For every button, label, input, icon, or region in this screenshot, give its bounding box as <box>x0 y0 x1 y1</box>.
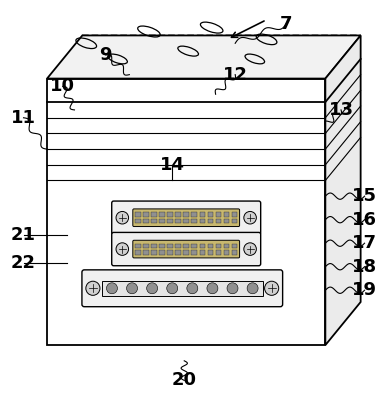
Text: 13: 13 <box>328 101 354 119</box>
Bar <box>160 244 165 248</box>
FancyBboxPatch shape <box>112 233 261 266</box>
Bar <box>151 250 157 255</box>
Text: 18: 18 <box>352 258 377 276</box>
Bar <box>183 244 189 248</box>
Circle shape <box>127 283 138 294</box>
Bar <box>232 212 237 217</box>
Bar <box>135 250 141 255</box>
Bar <box>151 244 157 248</box>
Bar <box>223 212 229 217</box>
Text: 11: 11 <box>11 109 36 127</box>
Circle shape <box>207 283 218 294</box>
Bar <box>216 212 221 217</box>
Bar <box>167 244 173 248</box>
FancyBboxPatch shape <box>82 270 283 307</box>
Bar <box>135 219 141 223</box>
Bar <box>183 212 189 217</box>
Bar <box>207 212 213 217</box>
Bar <box>191 250 197 255</box>
Bar <box>167 250 173 255</box>
Text: 15: 15 <box>352 187 377 205</box>
Bar <box>102 281 263 295</box>
Circle shape <box>187 283 198 294</box>
Bar <box>191 219 197 223</box>
Bar <box>143 244 149 248</box>
Text: 9: 9 <box>100 46 112 64</box>
Circle shape <box>244 243 256 255</box>
Bar <box>232 250 237 255</box>
Bar <box>151 219 157 223</box>
Bar <box>200 212 205 217</box>
Circle shape <box>244 211 256 224</box>
Bar <box>216 219 221 223</box>
Circle shape <box>247 283 258 294</box>
Text: 20: 20 <box>172 371 197 389</box>
Bar <box>176 244 181 248</box>
Bar <box>160 212 165 217</box>
Polygon shape <box>325 35 361 345</box>
Bar <box>200 250 205 255</box>
Text: 21: 21 <box>11 226 36 244</box>
FancyBboxPatch shape <box>133 209 240 226</box>
Bar <box>200 219 205 223</box>
FancyBboxPatch shape <box>133 240 240 258</box>
Bar <box>143 250 149 255</box>
Bar <box>167 219 173 223</box>
Bar <box>183 219 189 223</box>
Circle shape <box>227 283 238 294</box>
Bar <box>207 250 213 255</box>
Text: 22: 22 <box>11 254 36 272</box>
Bar <box>160 250 165 255</box>
FancyBboxPatch shape <box>112 201 261 234</box>
Circle shape <box>107 283 118 294</box>
Bar <box>232 219 237 223</box>
Bar <box>216 244 221 248</box>
Bar <box>191 244 197 248</box>
Text: 10: 10 <box>50 78 75 95</box>
Bar <box>191 212 197 217</box>
Text: 16: 16 <box>352 211 377 228</box>
Bar <box>176 250 181 255</box>
Polygon shape <box>47 79 325 345</box>
Text: 7: 7 <box>280 15 292 33</box>
Circle shape <box>147 283 158 294</box>
Polygon shape <box>47 35 361 79</box>
Bar <box>183 250 189 255</box>
Text: 12: 12 <box>223 66 248 84</box>
Bar <box>160 219 165 223</box>
Circle shape <box>116 211 129 224</box>
Bar <box>216 250 221 255</box>
Bar <box>135 244 141 248</box>
Circle shape <box>167 283 178 294</box>
Text: 17: 17 <box>352 234 377 252</box>
Bar <box>176 212 181 217</box>
Bar <box>143 219 149 223</box>
Bar <box>176 219 181 223</box>
Bar <box>223 250 229 255</box>
Bar <box>207 244 213 248</box>
Bar <box>135 212 141 217</box>
Bar <box>223 244 229 248</box>
Bar <box>207 219 213 223</box>
Circle shape <box>265 281 279 295</box>
Bar <box>151 212 157 217</box>
Bar <box>232 244 237 248</box>
Bar <box>223 219 229 223</box>
Circle shape <box>116 243 129 255</box>
Text: 19: 19 <box>352 281 377 299</box>
Bar <box>200 244 205 248</box>
Bar <box>143 212 149 217</box>
Text: 14: 14 <box>160 156 185 174</box>
Circle shape <box>86 281 100 295</box>
Bar <box>167 212 173 217</box>
